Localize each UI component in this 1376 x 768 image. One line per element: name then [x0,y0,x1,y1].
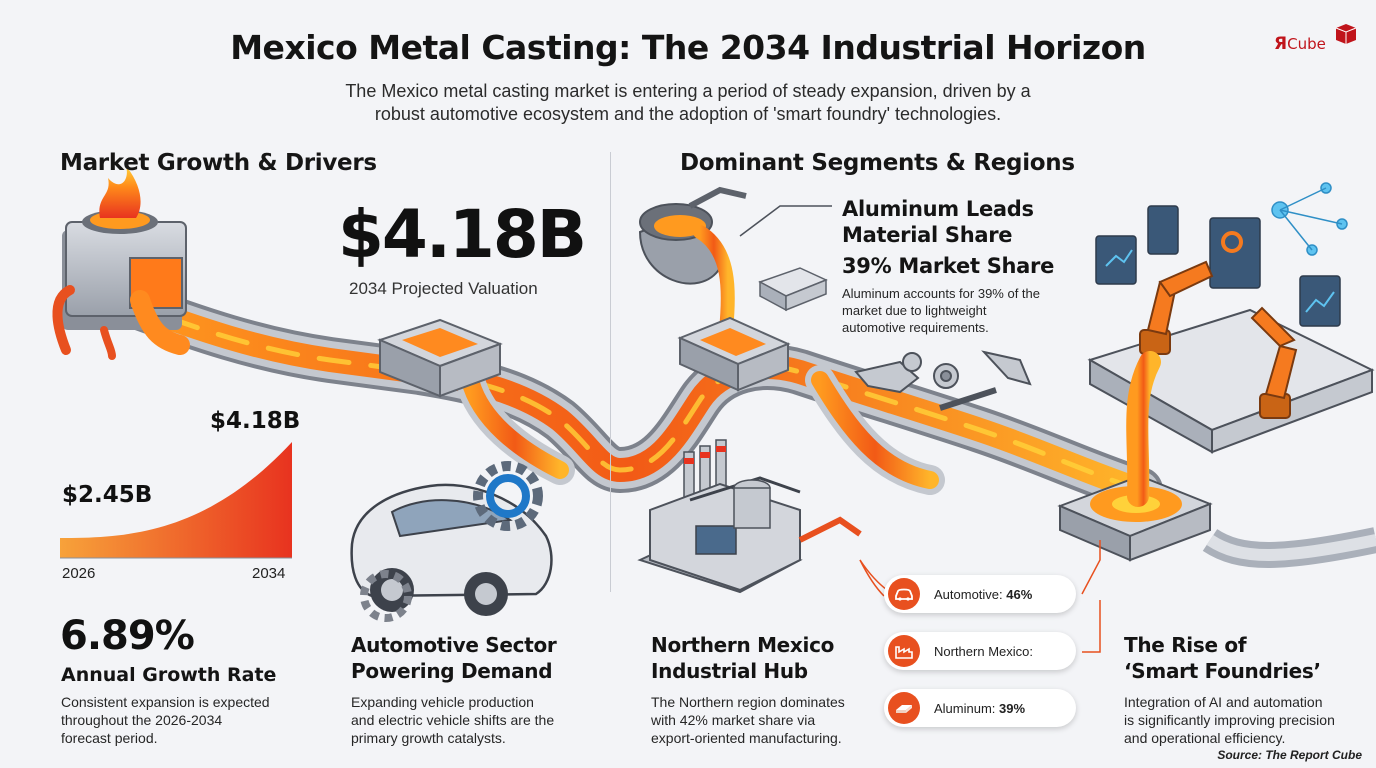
casting-mold-illustration [377,318,503,398]
logo-wordmark: ЯCube [1274,34,1326,54]
text-line: with 42% market share via [651,712,816,728]
heading-line: The Rise of [1124,633,1247,657]
pill-connectors [859,540,1101,653]
molten-channel [97,277,1163,513]
heading-line: Northern Mexico [651,633,835,657]
growth-area-chart [60,442,292,559]
text-line: and operational efficiency. [1124,730,1286,746]
smart-foundry-description: Integration of AI and automation is sign… [1124,693,1364,747]
aluminum-heading: Aluminum Leads Material Share [842,196,1034,248]
growth-description: Consistent expansion is expected through… [61,693,321,747]
text-line: Aluminum accounts for 39% of the [842,286,1040,301]
page-title: Mexico Metal Casting: The 2034 Industria… [230,28,1146,67]
brand-logo: ЯCube [1272,22,1362,62]
pill-text: Aluminum: 39% [934,701,1025,716]
heading-line: Industrial Hub [651,659,808,683]
page-subtitle: The Mexico metal casting market is enter… [288,80,1088,126]
northern-description: The Northern region dominates with 42% m… [651,693,881,747]
growth-rate-value: 6.89% [60,613,195,659]
subtitle-line: The Mexico metal casting market is enter… [345,81,1031,101]
factory-icon [888,635,920,667]
pill-text: Automotive: 46% [934,587,1032,602]
ingot-icon [888,692,920,724]
text-line: throughout the 2026-2034 [61,712,223,728]
pill-value: 39% [999,700,1026,716]
text-line: Expanding vehicle production [351,694,534,710]
valuation-value: $4.18B [338,196,587,273]
cube-logo-icon [1335,24,1357,44]
source-credit: Source: The Report Cube [1217,748,1362,762]
automotive-heading: Automotive Sector Powering Demand [351,632,557,684]
logo-mark: Я [1274,34,1288,54]
factory-illustration [637,439,911,601]
automotive-description: Expanding vehicle production and electri… [351,693,591,747]
text-line: market due to lightweight [842,303,987,318]
pill-text: Northern Mexico: [934,644,1033,659]
text-line: is significantly improving precision [1124,712,1335,728]
smart-foundry-heading: The Rise of ‘Smart Foundries’ [1124,632,1321,684]
left-section-heading: Market Growth & Drivers [60,150,377,176]
logo-text: Cube [1287,35,1326,53]
pill-aluminum: Aluminum: 39% [884,689,1076,727]
heading-line: Material Share [842,223,1013,247]
chart-end-value-label: $4.18B [210,408,301,434]
valuation-caption: 2034 Projected Valuation [349,279,538,298]
text-line: The Northern region dominates [651,694,845,710]
car-illustration [350,461,553,622]
chart-x-tick-start: 2026 [62,565,96,582]
pill-value: 46% [1006,586,1033,602]
heading-line: Automotive Sector [351,633,557,657]
heading-line: Aluminum Leads [842,197,1034,221]
text-line: primary growth catalysts. [351,730,506,746]
text-line: forecast period. [61,730,158,746]
ladle-illustration [638,186,1032,411]
northern-heading: Northern Mexico Industrial Hub [651,632,834,684]
chart-x-tick-end: 2034 [252,565,286,582]
section-divider [610,152,611,592]
car-icon [888,578,920,610]
pill-label: Aluminum: [934,700,996,716]
text-line: Consistent expansion is expected [61,694,270,710]
aluminum-description: Aluminum accounts for 39% of the market … [842,285,1082,336]
text-line: and electric vehicle shifts are the [351,712,555,728]
pill-northern-mexico: Northern Mexico: [884,632,1076,670]
growth-area [60,442,292,558]
aluminum-share: 39% Market Share [842,254,1055,278]
text-line: Integration of AI and automation [1124,694,1323,710]
heading-line: Powering Demand [351,659,553,683]
text-line: export-oriented manufacturing. [651,730,842,746]
furnace-illustration [52,166,190,360]
chart-start-value-label: $2.45B [62,482,153,508]
smart-foundry-illustration [1057,182,1376,568]
pill-label: Northern Mexico: [934,643,1033,659]
pill-automotive: Automotive: 46% [884,575,1076,613]
pill-label: Automotive: [934,586,1003,602]
right-section-heading: Dominant Segments & Regions [680,150,1075,176]
growth-rate-label: Annual Growth Rate [61,664,277,686]
text-line: automotive requirements. [842,320,989,335]
subtitle-line: robust automotive ecosystem and the adop… [374,104,1002,124]
heading-line: ‘Smart Foundries’ [1124,659,1321,683]
